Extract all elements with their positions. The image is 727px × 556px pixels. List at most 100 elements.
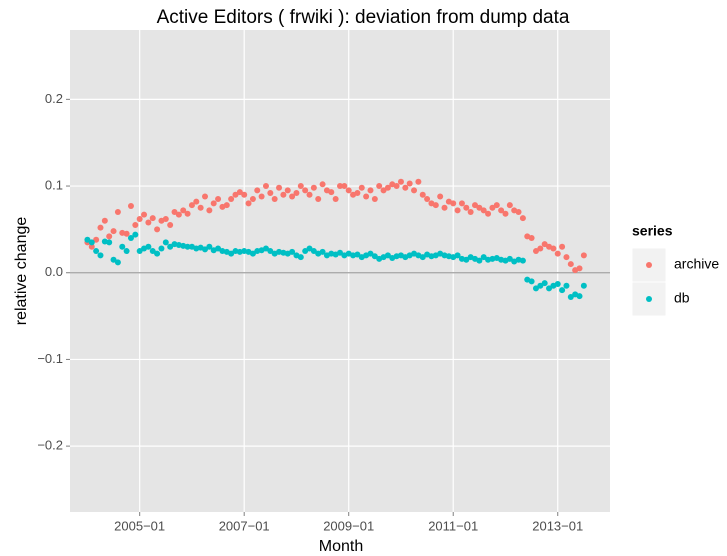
data-point [154,250,161,257]
data-point [145,219,152,226]
data-point [110,228,117,235]
data-point [328,189,335,196]
data-point [546,285,553,292]
data-point [498,207,505,214]
data-point [149,248,156,255]
y-tick-label: −0.1 [37,351,63,366]
data-point [576,293,583,300]
data-point [580,282,587,289]
data-point [245,200,252,207]
data-point [554,281,561,288]
data-point [515,209,522,216]
data-point [411,187,418,194]
data-point [119,243,126,250]
data-point [424,196,431,203]
data-point [258,193,265,200]
data-point [380,187,387,194]
data-point [472,202,478,209]
data-point [123,248,130,255]
data-point [419,254,426,261]
data-point [371,196,378,203]
data-point [88,243,95,250]
x-tick-label: 2007−01 [219,518,270,533]
data-point [567,294,574,301]
x-tick-label: 2013−01 [532,518,583,533]
data-point [202,193,208,200]
data-point [559,287,566,294]
data-point [106,233,113,240]
data-point [297,254,304,261]
data-point [341,183,348,190]
x-tick-label: 2011−01 [428,518,478,533]
data-point [302,187,309,194]
data-point [519,215,526,222]
data-point [193,198,200,205]
data-point [406,180,413,187]
data-point [437,193,444,200]
data-point [215,196,222,203]
data-point [210,200,217,207]
legend-marker [646,262,652,268]
data-point [228,250,235,257]
data-point [480,207,487,214]
data-point [567,261,574,268]
data-point [519,257,526,264]
data-point [502,210,509,217]
data-point [537,282,544,289]
data-point [506,255,513,262]
x-tick-label: 2005−01 [114,518,165,533]
x-tick-label: 2009−01 [323,518,374,533]
data-point [415,178,422,185]
legend-title: series [632,223,673,239]
data-point [306,245,313,252]
data-point [262,245,269,252]
data-point [206,243,213,250]
data-point [310,248,317,255]
legend-label: archive [674,256,719,272]
data-point [532,285,539,292]
data-point [580,252,587,259]
data-point [367,187,374,194]
data-point [402,184,409,191]
data-point [454,252,461,259]
data-point [249,196,256,203]
data-point [476,257,483,264]
data-point [188,202,195,209]
data-point [541,241,548,248]
data-point [485,210,492,217]
data-point [284,187,291,194]
data-point [315,196,322,203]
y-tick-label: 0.1 [45,177,63,192]
data-point [302,248,309,255]
data-point [202,246,208,253]
data-point [528,235,535,242]
data-point [236,189,243,196]
data-point [289,248,296,255]
data-point [293,189,300,196]
data-point [162,239,169,246]
data-point [276,184,283,191]
data-point [249,250,256,257]
data-point [267,189,274,196]
data-point [262,183,269,190]
data-point [101,217,108,224]
legend-marker [646,296,652,302]
data-point [559,243,566,250]
data-point [541,280,548,287]
data-point [215,245,222,252]
data-point [463,204,470,211]
data-point [232,191,239,198]
data-point [93,248,100,255]
data-point [132,222,139,229]
data-point [123,230,130,237]
data-point [532,248,539,255]
data-point [127,202,134,209]
data-point [306,191,313,198]
data-point [171,209,178,216]
data-point [223,202,230,209]
data-point [141,211,148,218]
data-point [384,252,391,259]
data-point [206,207,213,214]
legend-label: db [674,290,690,306]
